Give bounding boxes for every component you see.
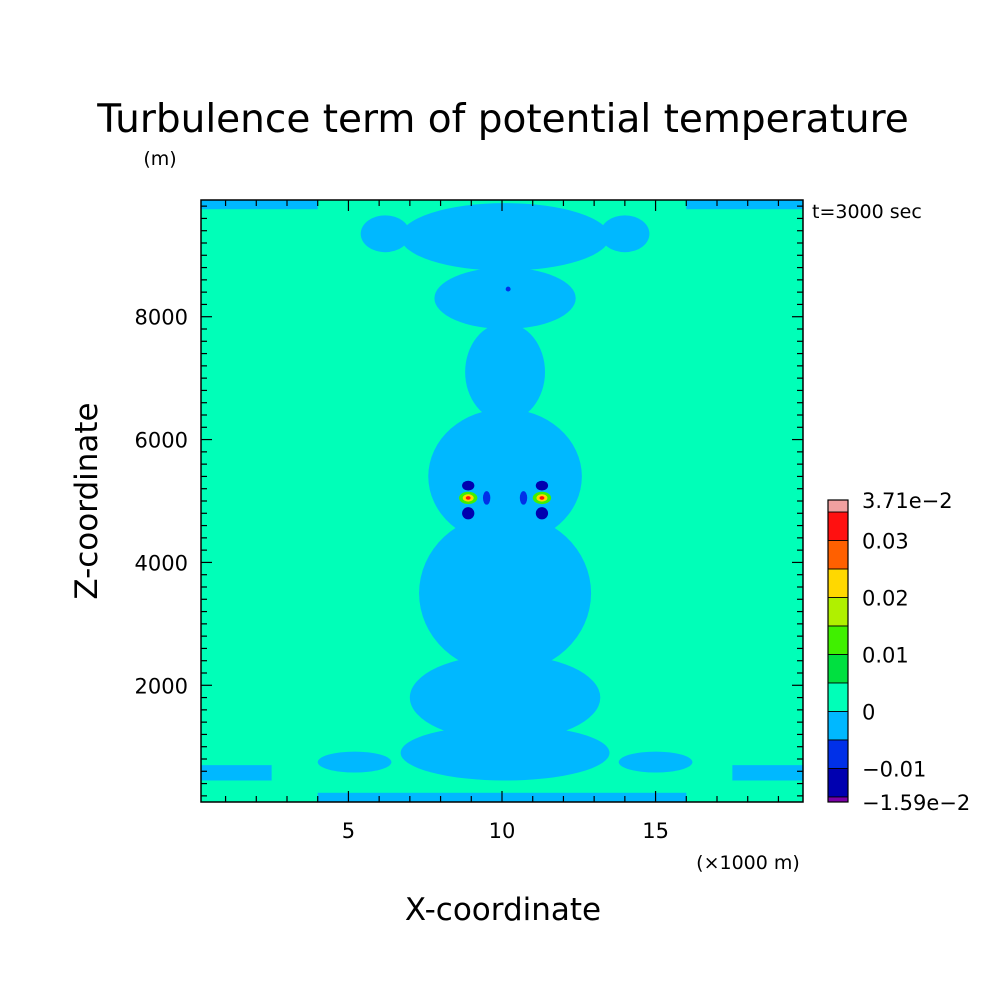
colorbar-label: 0.01 <box>862 643 909 667</box>
contour-region-2 <box>201 765 272 781</box>
colorbar-label: −0.01 <box>862 757 926 781</box>
colorbar-swatch <box>827 711 849 741</box>
time-label: t=3000 sec <box>812 201 922 223</box>
colorbar-labels: 3.71e−2 0.03 0.02 0.01 0 −0.01 −1.59e−2 <box>862 489 970 815</box>
contour-region-15 <box>600 215 650 253</box>
colorbar-swatch <box>827 796 849 803</box>
colorbar-swatch <box>827 654 849 684</box>
contour-region-10 <box>409 654 601 741</box>
contour-region-26 <box>465 496 471 500</box>
x-unit-label: (×1000 m) <box>696 852 800 874</box>
y-tick-labels: 2000 4000 6000 8000 <box>135 306 188 699</box>
contour-region-14 <box>360 215 410 253</box>
contour-region-13 <box>618 751 693 773</box>
contour-region-3 <box>732 765 803 781</box>
colorbar <box>827 499 849 803</box>
y-tick-label: 8000 <box>135 306 188 330</box>
contour-region-20 <box>482 491 491 505</box>
colorbar-swatch <box>827 511 849 541</box>
contour-region-12 <box>317 751 392 773</box>
contour-region-28 <box>505 286 511 292</box>
chart-title: Turbulence term of potential temperature <box>96 97 909 142</box>
colorbar-label: 0.03 <box>862 529 909 553</box>
axis-ticks <box>201 200 803 802</box>
contour-region-5 <box>400 203 610 271</box>
y-unit-label: (m) <box>143 148 176 170</box>
contour-region-0 <box>201 200 318 210</box>
colorbar-swatch <box>827 767 849 798</box>
colorbar-frame <box>827 499 849 803</box>
y-axis-title: Z-coordinate <box>69 402 105 599</box>
contour-region-17 <box>535 480 549 491</box>
y-tick-label: 6000 <box>135 429 188 453</box>
colorbar-swatch <box>827 739 849 769</box>
x-tick-label: 15 <box>642 819 669 843</box>
colorbar-swatch <box>827 540 849 570</box>
colorbar-swatch <box>827 499 849 513</box>
contour-region-19 <box>535 507 549 520</box>
contour-region-7 <box>465 322 545 422</box>
y-tick-label: 2000 <box>135 674 188 698</box>
contour-region-1 <box>686 200 803 210</box>
x-tick-labels: 5 10 15 <box>342 819 669 843</box>
colorbar-label: 3.71e−2 <box>862 489 953 513</box>
colorbar-swatch <box>827 597 849 627</box>
colorbar-swatch <box>827 682 849 712</box>
contour-region-18 <box>462 507 475 520</box>
y-tick-label: 4000 <box>135 551 188 575</box>
colorbar-label: 0.02 <box>862 586 909 610</box>
colorbar-label: −1.59e−2 <box>862 791 970 815</box>
contour-region-9 <box>419 513 592 674</box>
x-axis-title: X-coordinate <box>405 892 601 928</box>
plot-area <box>201 200 803 802</box>
x-tick-label: 5 <box>342 819 355 843</box>
contour-region-11 <box>400 725 610 781</box>
contour-region-6 <box>434 267 576 329</box>
x-tick-label: 10 <box>489 819 516 843</box>
colorbar-swatch <box>827 625 849 655</box>
contour-region-16 <box>462 480 475 491</box>
colorbar-swatch <box>827 568 849 598</box>
contour-region-27 <box>539 496 545 500</box>
colorbar-label: 0 <box>862 700 875 724</box>
contour-region-21 <box>519 491 528 505</box>
